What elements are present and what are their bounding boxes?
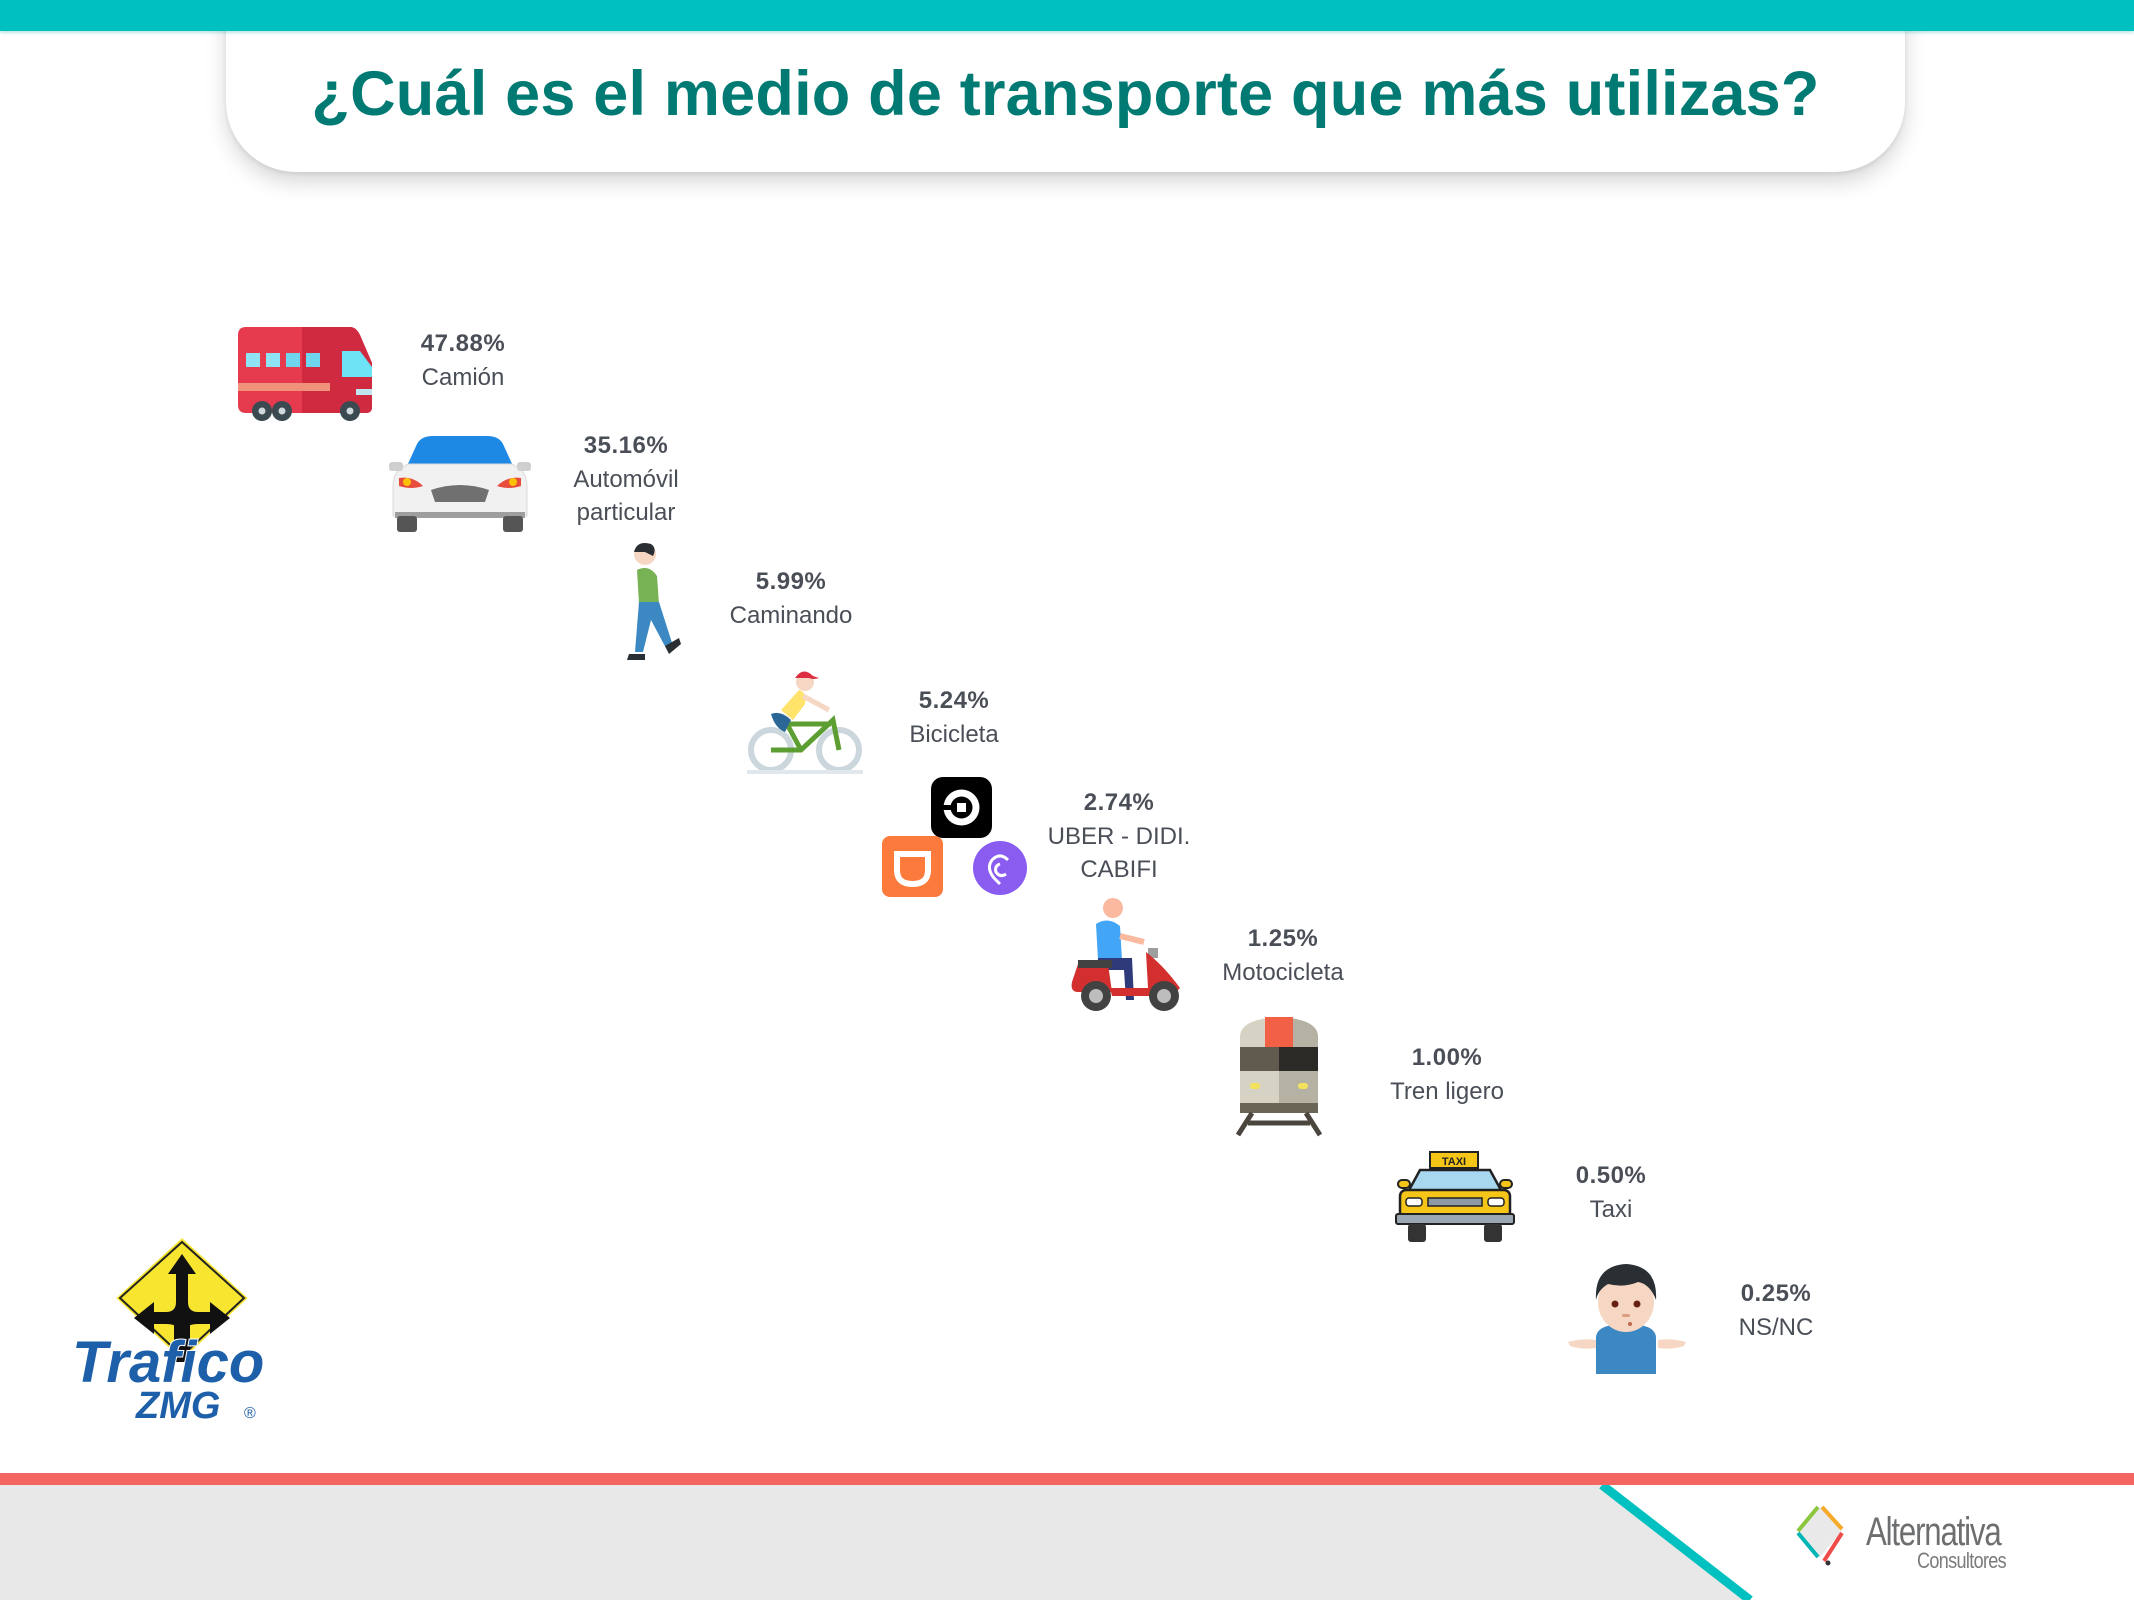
- alternativa-consultores-logo-mark: [1796, 1505, 1844, 1566]
- taxi-icon: TAXI: [1395, 1151, 1515, 1242]
- footer-diagonal-accent: [1599, 1485, 1753, 1600]
- item-label: Camión: [421, 364, 505, 391]
- item-percent: 35.16%: [583, 432, 669, 459]
- item-label: Bicicleta: [909, 721, 999, 748]
- item-percent: 0.50%: [1575, 1162, 1647, 1189]
- svg-text:Trafico: Trafico: [72, 1330, 264, 1395]
- item-label: Motocicleta: [1222, 959, 1344, 986]
- item-label: UBER - DIDI.: [1047, 823, 1191, 850]
- scooter-icon: [1071, 898, 1180, 1011]
- item-bicicleta: 5.24% Bicicleta: [909, 684, 998, 751]
- svg-text:ZMG: ZMG: [135, 1385, 220, 1422]
- top-accent-bar: [0, 0, 2134, 31]
- bus-icon: [238, 327, 372, 421]
- item-camion: 47.88% Camión: [421, 327, 505, 394]
- item-percent: 1.00%: [1411, 1044, 1483, 1071]
- item-label: Automóvil: [573, 466, 679, 493]
- svg-text:TAXI: TAXI: [1442, 1156, 1466, 1168]
- item-motocicleta: 1.25% Motocicleta: [1222, 922, 1343, 989]
- item-percent: 5.99%: [755, 568, 827, 595]
- item-tren-ligero: 1.00% Tren ligero: [1390, 1041, 1504, 1108]
- item-percent: 2.74%: [1083, 789, 1155, 816]
- didi-app-icon: [882, 836, 943, 897]
- item-label: NS/NC: [1738, 1314, 1814, 1341]
- cyclist-icon: [747, 671, 863, 774]
- svg-text:®: ®: [244, 1405, 256, 1422]
- item-rideshare: 2.74% UBER - DIDI. CABIFI: [1048, 786, 1191, 886]
- item-caminando: 5.99% Caminando: [730, 565, 853, 632]
- footer-red-line: [0, 1473, 2134, 1485]
- car-icon: [389, 436, 531, 532]
- walking-person-icon: [627, 543, 681, 660]
- cabify-app-icon: [973, 841, 1027, 895]
- light-rail-train-icon: [1236, 1017, 1322, 1137]
- item-label-line2: particular: [576, 499, 676, 526]
- item-label: Taxi: [1589, 1196, 1633, 1223]
- alternativa-name: Alternativa: [1866, 1510, 2002, 1554]
- uber-app-icon: [931, 777, 992, 838]
- item-label: Caminando: [729, 602, 853, 629]
- item-percent: 5.24%: [918, 687, 990, 714]
- item-percent: 47.88%: [420, 330, 506, 357]
- item-percent: 1.25%: [1247, 925, 1319, 952]
- footer-gray-band: [0, 1485, 1745, 1600]
- shrug-person-icon: [1568, 1264, 1686, 1374]
- page-title: ¿Cuál es el medio de transporte que más …: [311, 59, 1820, 129]
- item-automovil: 35.16% Automóvil particular: [573, 429, 678, 529]
- item-percent: 0.25%: [1740, 1280, 1812, 1307]
- item-nsnc: 0.25% NS/NC: [1739, 1277, 1814, 1344]
- trafico-zmg-logo: Trafico ZMG ®: [71, 1232, 265, 1422]
- item-label-line2: CABIFI: [1080, 856, 1158, 883]
- item-label: Tren ligero: [1390, 1078, 1504, 1105]
- item-taxi: 0.50% Taxi: [1576, 1159, 1647, 1226]
- alternativa-subtitle: Consultores: [1917, 1548, 2007, 1573]
